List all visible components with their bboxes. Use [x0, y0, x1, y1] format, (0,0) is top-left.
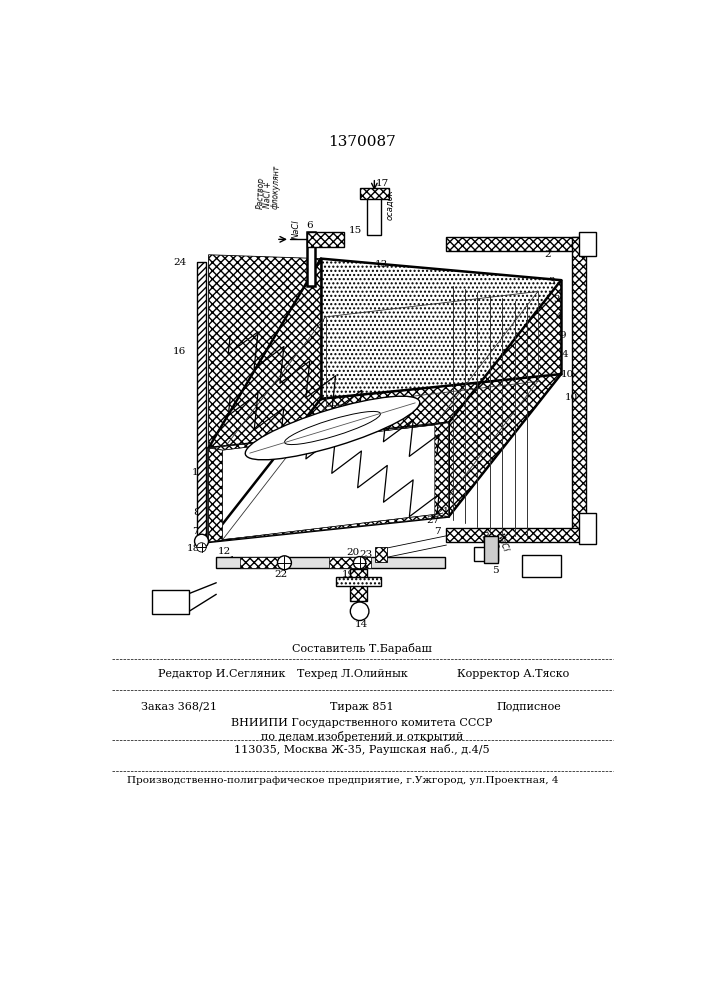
Text: вор: вор: [488, 533, 501, 551]
Text: E: E: [165, 594, 177, 611]
Text: 7: 7: [192, 527, 199, 536]
Text: 20: 20: [347, 548, 360, 557]
Text: ВНИИПИ Государственного комитета СССР: ВНИИПИ Государственного комитета СССР: [231, 718, 493, 728]
Bar: [572, 237, 586, 537]
Bar: [216, 557, 445, 568]
Bar: [375, 547, 387, 562]
Bar: [446, 528, 582, 542]
Polygon shape: [435, 423, 449, 517]
Text: флокулянт: флокулянт: [271, 164, 281, 209]
Text: 18: 18: [187, 544, 199, 553]
Text: 14: 14: [354, 620, 368, 629]
Text: 19: 19: [342, 570, 356, 579]
Text: Тираж 851: Тираж 851: [330, 702, 394, 712]
Text: 15: 15: [349, 226, 363, 235]
Polygon shape: [449, 280, 561, 517]
Text: Заказ 368/21: Заказ 368/21: [141, 702, 217, 712]
Bar: [197, 262, 206, 538]
Text: 24: 24: [173, 258, 187, 267]
Text: Подписное: Подписное: [496, 702, 561, 712]
Text: 3: 3: [553, 295, 560, 304]
Text: 10: 10: [565, 393, 578, 402]
Polygon shape: [209, 423, 449, 542]
Circle shape: [197, 543, 206, 552]
Text: Техред Л.Олийнык: Техред Л.Олийнык: [296, 669, 407, 679]
Polygon shape: [209, 374, 561, 542]
Text: Корректор А.Тяско: Корректор А.Тяско: [457, 669, 569, 679]
Text: 6: 6: [306, 221, 312, 230]
Bar: [307, 232, 344, 247]
Text: 1: 1: [229, 556, 236, 565]
Text: 12: 12: [217, 547, 230, 556]
Bar: [579, 232, 596, 256]
Text: 11: 11: [192, 468, 205, 477]
Text: 3: 3: [549, 277, 555, 286]
Bar: [307, 232, 315, 286]
Text: Раст-: Раст-: [478, 530, 494, 554]
Bar: [197, 262, 206, 538]
Bar: [351, 569, 368, 601]
Bar: [337, 577, 381, 586]
Bar: [474, 547, 498, 561]
Text: 8: 8: [194, 508, 200, 517]
Bar: [579, 513, 596, 544]
Text: Раствор: Раствор: [255, 176, 266, 209]
Polygon shape: [209, 423, 449, 542]
Text: 27: 27: [426, 516, 440, 525]
Text: 4: 4: [561, 350, 568, 359]
Bar: [240, 557, 282, 568]
Text: 10: 10: [561, 370, 574, 379]
Ellipse shape: [284, 411, 380, 445]
Text: 13: 13: [375, 260, 388, 269]
Text: Составитель Т.Барабаш: Составитель Т.Барабаш: [292, 643, 432, 654]
Bar: [152, 590, 189, 614]
Bar: [522, 555, 561, 577]
Text: NaCl: NaCl: [495, 531, 510, 553]
Circle shape: [351, 602, 369, 620]
Text: 5: 5: [492, 566, 498, 575]
Text: осадок: осадок: [385, 189, 395, 220]
Text: 22: 22: [274, 570, 287, 579]
Text: 16: 16: [173, 347, 187, 356]
Bar: [360, 188, 389, 199]
Text: 7: 7: [434, 527, 440, 536]
Text: 17: 17: [376, 179, 390, 188]
Text: 23: 23: [359, 550, 373, 559]
Bar: [329, 557, 371, 568]
Polygon shape: [209, 255, 321, 542]
Text: NaCl +: NaCl +: [263, 182, 273, 209]
Text: Производственно-полиграфическое предприятие, г.Ужгород, ул.Проектная, 4: Производственно-полиграфическое предприя…: [127, 776, 559, 785]
Text: 21: 21: [437, 507, 450, 516]
Text: 113035, Москва Ж-35, Раушская наб., д.4/5: 113035, Москва Ж-35, Раушская наб., д.4/…: [234, 744, 490, 755]
Bar: [368, 193, 381, 235]
Circle shape: [277, 556, 291, 570]
Circle shape: [354, 557, 366, 569]
Text: по делам изобретений и открытий: по делам изобретений и открытий: [261, 730, 463, 742]
Circle shape: [194, 534, 209, 548]
Bar: [484, 536, 498, 563]
Polygon shape: [209, 259, 561, 448]
Polygon shape: [209, 448, 223, 542]
Bar: [446, 237, 582, 251]
Text: 2: 2: [544, 250, 551, 259]
Ellipse shape: [245, 396, 420, 460]
Polygon shape: [209, 514, 449, 542]
Polygon shape: [209, 423, 449, 450]
Text: 9: 9: [559, 331, 566, 340]
Text: NaCl: NaCl: [291, 220, 300, 239]
Text: 1370087: 1370087: [328, 135, 396, 149]
Text: 4: 4: [556, 312, 562, 321]
Text: Редактор И.Сегляник: Редактор И.Сегляник: [158, 669, 286, 679]
